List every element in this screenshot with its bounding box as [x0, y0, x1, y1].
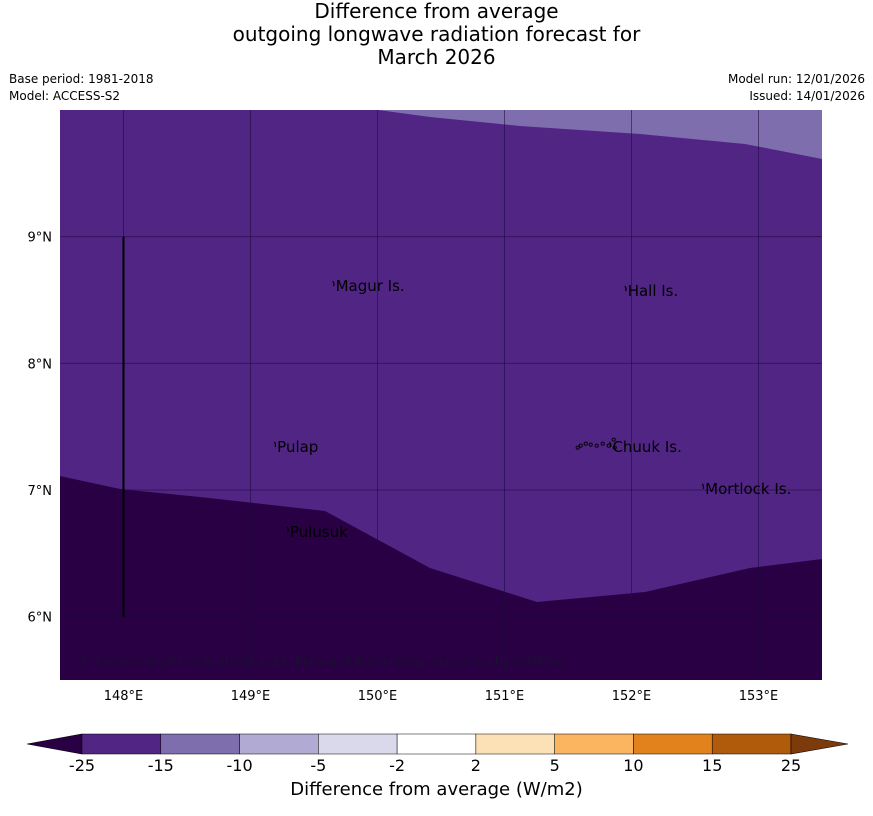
- islet: [583, 441, 588, 446]
- model-run: Model run: 12/01/2026: [727, 72, 865, 86]
- place-chuuk-is[interactable]: Chuuk Is.: [609, 438, 682, 456]
- colorbar-title: Difference from average (W/m2): [290, 779, 583, 800]
- colorbar-tick-label: 2: [471, 756, 481, 775]
- place-label-pulusuk: Pulusuk: [290, 523, 348, 541]
- colorbar-tick-label: -5: [310, 756, 326, 775]
- colorbar-segment: [318, 733, 398, 755]
- colorbar-tick-label: 15: [702, 756, 722, 775]
- issued-date: Issued: 14/01/2026: [749, 89, 865, 103]
- place-label-magur-is: Magur Is.: [336, 277, 405, 295]
- lon-tick-label: 150°E: [358, 689, 398, 704]
- colorbar-tick-label: -2: [389, 756, 405, 775]
- lat-tick-label: 6°N: [28, 611, 53, 626]
- colorbar-tick-label: 5: [550, 756, 560, 775]
- islet: [578, 443, 583, 448]
- chuuk-islets: [575, 437, 617, 450]
- island-mark: [332, 280, 335, 287]
- place-label-pulap: Pulap: [277, 438, 318, 456]
- colorbar-extend-max: [790, 733, 849, 755]
- colorbar-segment: [396, 733, 477, 755]
- colorbar-segment: [160, 733, 240, 755]
- colorbar: -25 -15 -10 -5 -2 2 5 10 15 25: [26, 733, 849, 775]
- place-mortlock-is[interactable]: Mortlock Is.: [701, 480, 791, 498]
- title-line-1: Difference from average: [314, 0, 559, 23]
- islet: [612, 445, 617, 450]
- base-period: Base period: 1981-2018: [9, 72, 154, 86]
- place-magur-is[interactable]: Magur Is.: [332, 277, 405, 295]
- colorbar-segment: [711, 733, 792, 755]
- islet: [575, 445, 580, 450]
- title-line-3: March 2026: [377, 45, 496, 69]
- island-mark: [273, 441, 277, 448]
- colorbar-segment: [554, 733, 634, 755]
- place-pulap[interactable]: Pulap: [273, 438, 318, 456]
- place-label-hall-is: Hall Is.: [628, 282, 679, 300]
- place-label-mortlock-is: Mortlock Is.: [705, 480, 791, 498]
- island-mark: [624, 285, 627, 292]
- colorbar-segment: [633, 733, 713, 755]
- lat-tick-label: 9°N: [28, 231, 53, 246]
- islet: [588, 442, 593, 447]
- field-minus15-to-minus10: [378, 110, 822, 159]
- plot-layers: Magur Is. Hall Is. Pulap Chuuk Is. Mortlock …: [60, 110, 822, 680]
- islet: [611, 437, 616, 442]
- meta-left: Base period: 1981-2018 Model: ACCESS-S2: [9, 71, 154, 105]
- meta-right: Model run: 12/01/2026 Issued: 14/01/2026: [728, 71, 865, 105]
- colorbar-extend-min: [26, 733, 83, 755]
- islet: [600, 441, 605, 446]
- islet: [606, 443, 611, 448]
- colorbar-segment: [475, 733, 555, 755]
- colorbar-tick-label: 10: [623, 756, 643, 775]
- copyright-text: © Commonwealth of Australia 2026, Bureau…: [80, 654, 564, 668]
- lat-tick-label: 7°N: [28, 484, 53, 499]
- colorbar-tick-label: -25: [69, 756, 95, 775]
- colorbar-tick-label: -15: [148, 756, 174, 775]
- colorbar-tick-label: -10: [226, 756, 252, 775]
- lon-tick-label: 151°E: [485, 689, 525, 704]
- title-line-2: outgoing longwave radiation forecast for: [232, 22, 641, 46]
- lon-tick-label: 153°E: [739, 689, 779, 704]
- lon-tick-label: 152°E: [612, 689, 652, 704]
- islet: [594, 443, 599, 448]
- colorbar-tick-label: 25: [781, 756, 801, 775]
- island-mark: [609, 441, 612, 448]
- axis-labels: 148°E 149°E 150°E 151°E 152°E 153°E 9°N 8°N 7°N 6…: [28, 231, 779, 704]
- colorbar-segment: [81, 733, 162, 755]
- map-area[interactable]: Magur Is. Hall Is. Pulap Chuuk Is. Mortlock …: [60, 110, 822, 680]
- model-name: Model: ACCESS-S2: [9, 89, 121, 103]
- lon-tick-label: 148°E: [104, 689, 144, 704]
- place-hall-is[interactable]: Hall Is.: [624, 282, 679, 300]
- lon-tick-label: 149°E: [231, 689, 271, 704]
- island-mark: [286, 526, 289, 533]
- island-mark: [701, 483, 705, 489]
- place-label-chuuk-is: Chuuk Is.: [612, 438, 681, 456]
- place-pulusuk[interactable]: Pulusuk: [286, 523, 348, 541]
- colorbar-segment: [239, 733, 319, 755]
- chart-title: Difference from average outgoing longwav…: [0, 0, 873, 69]
- lat-tick-label: 8°N: [28, 357, 53, 372]
